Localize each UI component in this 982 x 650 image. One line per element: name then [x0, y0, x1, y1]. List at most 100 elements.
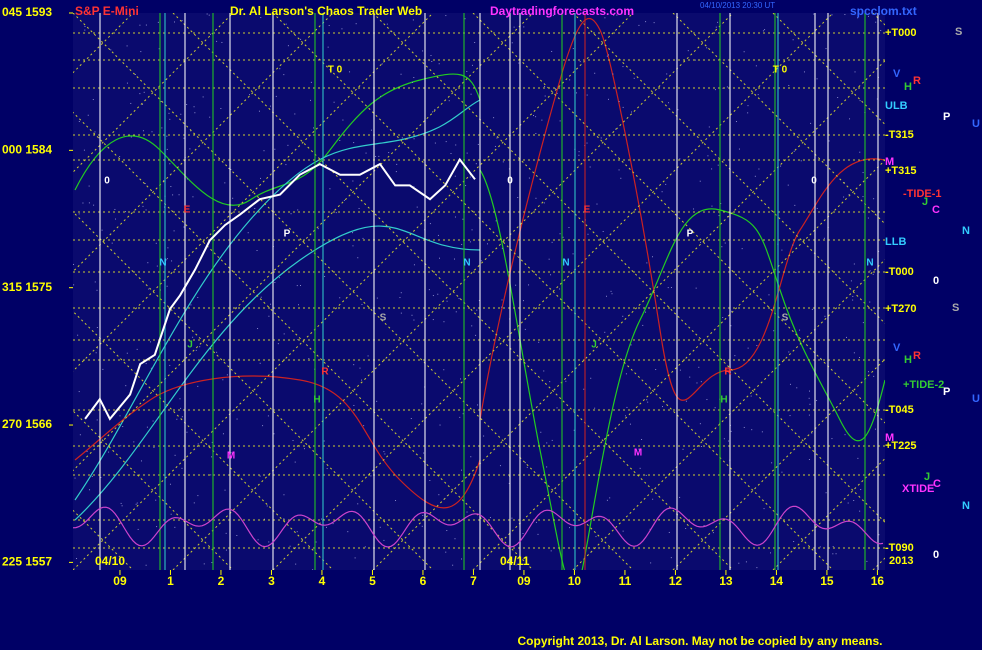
star-dot: [559, 288, 561, 290]
star-dot: [416, 206, 418, 208]
star-dot: [528, 177, 530, 179]
star-dot: [803, 71, 805, 73]
star-dot: [808, 397, 810, 399]
star-dot: [459, 416, 461, 418]
star-dot: [115, 218, 117, 220]
star-dot: [576, 92, 578, 94]
star-dot: [875, 21, 877, 23]
decorations: [73, 13, 885, 570]
star-dot: [339, 140, 341, 142]
star-dot: [844, 14, 846, 16]
star-dot: [551, 439, 553, 441]
indicator-curve: [74, 225, 481, 521]
star-dot: [400, 73, 402, 75]
star-dot: [96, 289, 98, 291]
star-dot: [361, 303, 363, 305]
star-dot: [661, 191, 663, 193]
star-dot: [438, 63, 440, 65]
star-dot: [823, 237, 825, 239]
star-dot: [275, 95, 277, 97]
star-dot: [437, 234, 439, 236]
star-dot: [831, 438, 833, 440]
star-dot: [375, 155, 377, 157]
star-dot: [594, 407, 596, 409]
star-dot: [699, 423, 701, 425]
star-dot: [543, 370, 545, 372]
star-dot: [578, 154, 580, 156]
star-dot: [327, 46, 329, 48]
star-dot: [792, 244, 794, 246]
star-dot: [325, 526, 327, 528]
star-dot: [524, 462, 526, 464]
star-dot: [283, 494, 285, 496]
star-dot: [862, 172, 864, 174]
diagonal-line: [272, 13, 834, 570]
star-dot: [751, 429, 753, 431]
star-dot: [872, 273, 874, 275]
star-dot: [122, 426, 124, 428]
star-dot: [859, 357, 861, 359]
star-dot: [169, 163, 171, 165]
star-dot: [641, 438, 643, 440]
star-dot: [367, 355, 369, 357]
star-dot: [352, 232, 354, 234]
star-dot: [94, 281, 96, 283]
star-dot: [136, 502, 138, 504]
star-dot: [445, 141, 447, 143]
annotation: M: [634, 448, 642, 459]
plot-area: [73, 13, 885, 570]
star-dot: [706, 399, 708, 401]
star-dot: [550, 274, 552, 276]
star-dot: [596, 203, 598, 205]
star-dot: [781, 249, 783, 251]
star-dot: [173, 230, 175, 232]
star-dot: [480, 260, 482, 262]
star-dot: [626, 406, 628, 408]
star-dot: [101, 229, 103, 231]
star-dot: [625, 373, 627, 375]
star-dot: [136, 348, 138, 350]
star-dot: [811, 308, 813, 310]
star-dot: [796, 387, 798, 389]
x-tick-label: 13: [719, 574, 733, 588]
annotation: S: [782, 313, 789, 324]
level-label: R: [913, 350, 921, 362]
star-dot: [266, 505, 268, 507]
star-dot: [639, 467, 641, 469]
diagonal-line: [73, 13, 634, 570]
star-dot: [551, 241, 553, 243]
star-dot: [715, 26, 717, 28]
star-dot: [544, 85, 546, 87]
star-dot: [315, 541, 317, 543]
star-dot: [121, 505, 123, 507]
star-dot: [78, 391, 80, 393]
star-dot: [712, 532, 714, 534]
star-dot: [413, 138, 415, 140]
star-dot: [515, 564, 517, 566]
star-dot: [724, 242, 726, 244]
star-dot: [279, 68, 281, 70]
star-dot: [254, 208, 256, 210]
chart-title: S&P E-Mini: [75, 4, 139, 18]
star-dot: [869, 270, 871, 272]
star-dot: [867, 217, 869, 219]
star-dot: [652, 256, 654, 258]
x-tick-label: 16: [871, 574, 885, 588]
star-dot: [202, 96, 204, 98]
star-dot: [799, 329, 801, 331]
star-dot: [125, 385, 127, 387]
star-dot: [445, 551, 447, 553]
star-dot: [454, 216, 456, 218]
star-dot: [206, 13, 208, 15]
star-dot: [452, 444, 454, 446]
star-dot: [151, 131, 153, 133]
star-dot: [515, 284, 517, 286]
star-dot: [130, 136, 132, 138]
star-dot: [160, 101, 162, 103]
star-dot: [633, 77, 635, 79]
star-dot: [460, 378, 462, 380]
star-dot: [236, 418, 238, 420]
star-dot: [622, 530, 624, 532]
star-dot: [708, 126, 710, 128]
star-dot: [543, 202, 545, 204]
